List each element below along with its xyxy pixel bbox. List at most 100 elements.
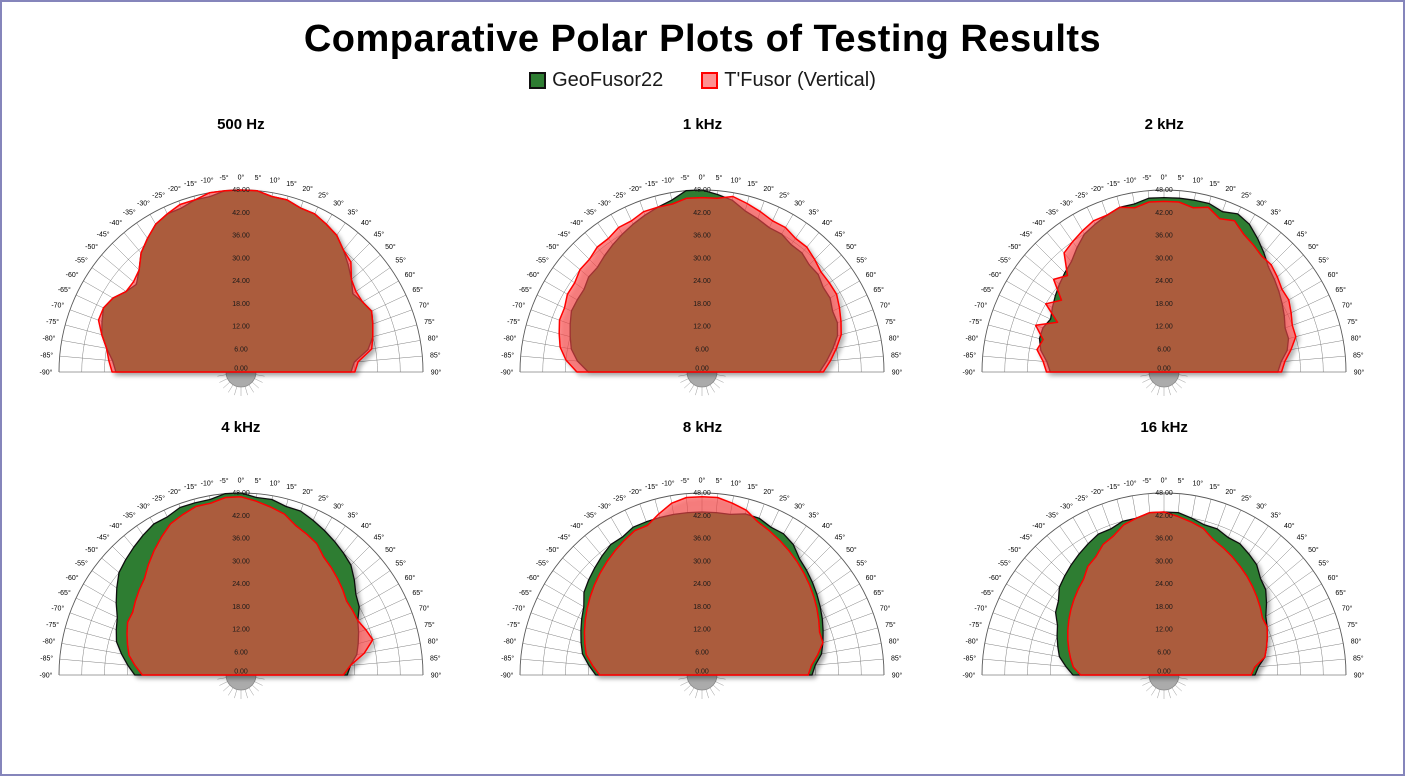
svg-text:35°: 35°	[347, 209, 358, 217]
svg-text:0°: 0°	[1161, 173, 1168, 181]
svg-text:-15°: -15°	[646, 180, 659, 188]
svg-text:0.00: 0.00	[1157, 669, 1171, 676]
svg-text:18.00: 18.00	[232, 301, 250, 308]
svg-text:6.00: 6.00	[696, 346, 710, 353]
svg-text:65°: 65°	[412, 589, 423, 597]
svg-text:-50°: -50°	[547, 546, 560, 554]
svg-text:5°: 5°	[1178, 477, 1185, 485]
svg-text:60°: 60°	[404, 574, 415, 582]
svg-text:-75°: -75°	[46, 318, 59, 326]
svg-text:24.00: 24.00	[232, 278, 250, 285]
svg-text:45°: 45°	[373, 533, 384, 541]
svg-text:75°: 75°	[1347, 621, 1358, 629]
svg-text:75°: 75°	[886, 621, 897, 629]
svg-text:85°: 85°	[891, 654, 902, 662]
polar-chart-2khz: 2 kHz 0.00 6.00 12.00 18.00 24.00 30.00 36.00 4…	[933, 116, 1395, 396]
svg-text:42.00: 42.00	[1155, 513, 1173, 520]
svg-text:-35°: -35°	[584, 512, 597, 520]
svg-text:-20°: -20°	[1091, 488, 1104, 496]
svg-text:-5°: -5°	[681, 174, 690, 182]
svg-text:-25°: -25°	[152, 495, 165, 503]
svg-text:48.00: 48.00	[232, 490, 250, 497]
svg-text:65°: 65°	[874, 589, 885, 597]
svg-text:45°: 45°	[1297, 230, 1308, 238]
svg-text:40°: 40°	[822, 219, 833, 227]
svg-text:0.00: 0.00	[234, 669, 248, 676]
svg-text:42.00: 42.00	[694, 513, 712, 520]
svg-text:15°: 15°	[286, 180, 297, 188]
svg-text:-70°: -70°	[513, 605, 526, 613]
svg-text:65°: 65°	[412, 286, 423, 294]
chart-title-4khz: 4 kHz	[221, 419, 261, 436]
polar-plot-4khz: 0.00 6.00 12.00 18.00 24.00 30.00 36.00 42.00 48…	[39, 476, 441, 699]
svg-text:90°: 90°	[892, 671, 903, 679]
svg-text:-10°: -10°	[200, 176, 213, 184]
svg-text:48.00: 48.00	[694, 490, 712, 497]
polar-plot-8khz: 0.00 6.00 12.00 18.00 24.00 30.00 36.00 42.00 48…	[501, 476, 903, 699]
svg-text:5°: 5°	[716, 174, 723, 182]
svg-text:-85°: -85°	[963, 351, 976, 359]
svg-text:-55°: -55°	[536, 560, 549, 568]
svg-text:-5°: -5°	[1143, 174, 1152, 182]
svg-text:-5°: -5°	[219, 477, 228, 485]
svg-text:30°: 30°	[795, 502, 806, 510]
svg-text:6.00: 6.00	[1157, 346, 1171, 353]
polar-plot-2khz: 0.00 6.00 12.00 18.00 24.00 30.00 36.00 42.00 48…	[963, 173, 1365, 396]
svg-text:-25°: -25°	[1075, 495, 1088, 503]
svg-text:-10°: -10°	[1124, 479, 1137, 487]
svg-text:40°: 40°	[361, 219, 372, 227]
svg-text:10°: 10°	[731, 176, 742, 184]
legend-label-tfusor: T'Fusor (Vertical)	[724, 69, 876, 91]
svg-text:30°: 30°	[333, 199, 344, 207]
svg-text:85°: 85°	[430, 654, 441, 662]
svg-text:85°: 85°	[891, 351, 902, 359]
svg-text:-60°: -60°	[527, 271, 540, 279]
svg-text:65°: 65°	[1336, 286, 1347, 294]
svg-text:-80°: -80°	[42, 334, 55, 342]
svg-text:85°: 85°	[430, 351, 441, 359]
svg-text:12.00: 12.00	[694, 324, 712, 331]
svg-text:60°: 60°	[1328, 271, 1339, 279]
svg-text:-10°: -10°	[662, 176, 675, 184]
svg-text:60°: 60°	[866, 574, 877, 582]
svg-text:35°: 35°	[1271, 209, 1282, 217]
chart-title-16khz: 16 kHz	[1140, 419, 1188, 436]
svg-text:-20°: -20°	[629, 185, 642, 193]
svg-text:-65°: -65°	[519, 589, 532, 597]
svg-text:-55°: -55°	[75, 560, 88, 568]
svg-text:70°: 70°	[1342, 605, 1353, 613]
svg-text:65°: 65°	[874, 286, 885, 294]
svg-text:45°: 45°	[1297, 533, 1308, 541]
svg-text:10°: 10°	[269, 176, 280, 184]
svg-text:-25°: -25°	[614, 495, 627, 503]
svg-text:15°: 15°	[286, 483, 297, 491]
svg-text:-30°: -30°	[137, 199, 150, 207]
svg-text:65°: 65°	[1336, 589, 1347, 597]
svg-text:-65°: -65°	[981, 589, 994, 597]
svg-text:-75°: -75°	[508, 318, 521, 326]
svg-text:45°: 45°	[373, 230, 384, 238]
svg-text:-90°: -90°	[39, 671, 52, 679]
svg-text:-50°: -50°	[85, 243, 98, 251]
svg-text:50°: 50°	[385, 243, 396, 251]
svg-text:5°: 5°	[716, 477, 723, 485]
svg-text:30.00: 30.00	[232, 255, 250, 262]
chart-title-8khz: 8 kHz	[682, 419, 723, 436]
svg-text:20°: 20°	[302, 185, 313, 193]
svg-text:-35°: -35°	[123, 209, 136, 217]
svg-text:-15°: -15°	[1107, 180, 1120, 188]
svg-text:10°: 10°	[269, 479, 280, 487]
svg-text:-50°: -50°	[1008, 546, 1021, 554]
svg-text:36.00: 36.00	[694, 233, 712, 240]
svg-text:40°: 40°	[1284, 219, 1295, 227]
svg-text:40°: 40°	[822, 522, 833, 530]
svg-text:75°: 75°	[424, 318, 435, 326]
svg-text:-80°: -80°	[42, 637, 55, 645]
svg-text:-5°: -5°	[1143, 477, 1152, 485]
svg-text:30.00: 30.00	[232, 558, 250, 565]
svg-text:10°: 10°	[731, 479, 742, 487]
svg-text:50°: 50°	[847, 546, 858, 554]
svg-text:25°: 25°	[1241, 192, 1252, 200]
legend-item-tfusor: T'Fusor (Vertical)	[701, 69, 876, 92]
